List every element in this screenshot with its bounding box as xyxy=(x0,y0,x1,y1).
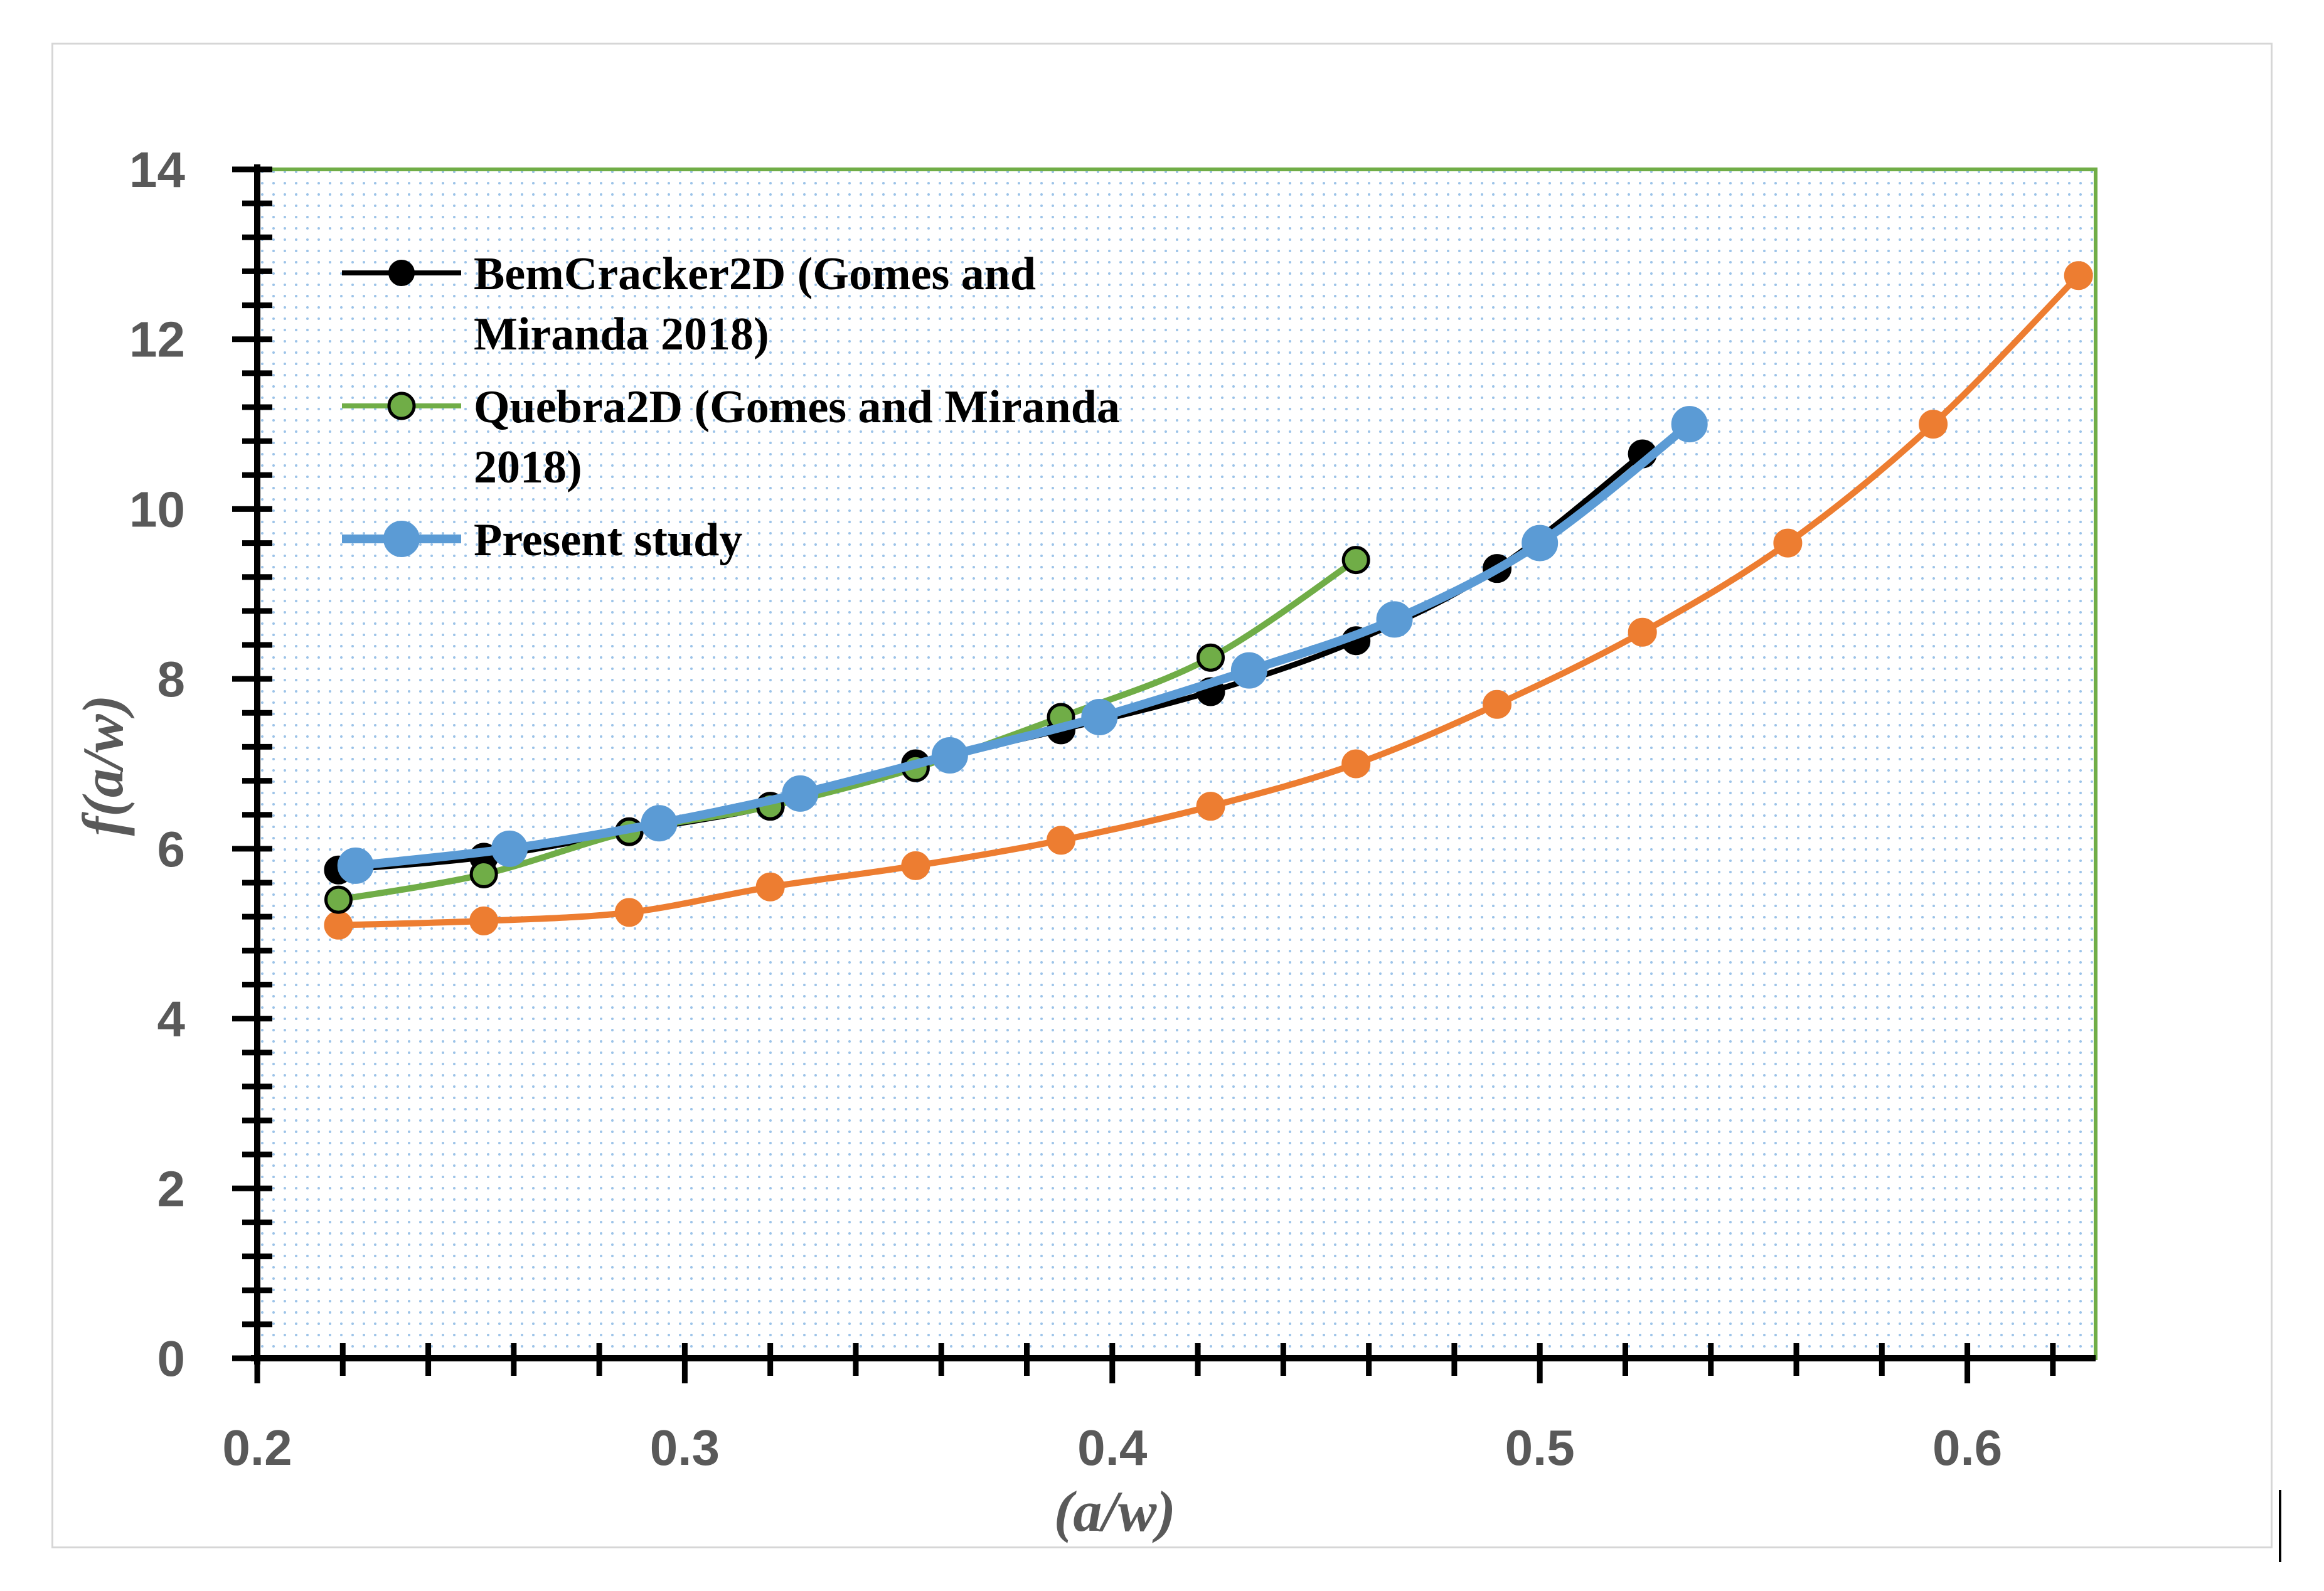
y-tick-label: 4 xyxy=(157,991,186,1047)
y-tick-label: 6 xyxy=(157,821,186,877)
orange-series-point xyxy=(1773,528,1803,558)
legend-entry-bemcracker2d: BemCracker2D (Gomes and Miranda 2018) xyxy=(342,248,1036,360)
orange-series-point xyxy=(1919,410,1948,439)
legend-label: BemCracker2D (Gomes and xyxy=(474,248,1036,300)
x-tick-label: 0.3 xyxy=(650,1420,720,1476)
orange-series-point xyxy=(1628,617,1657,647)
present-study-series-point xyxy=(641,805,678,842)
quebra2d-series-point xyxy=(324,885,353,914)
plot-area-dot-pattern xyxy=(257,169,2096,1358)
quebra2d-series-point xyxy=(1341,546,1370,575)
present-study-series-point xyxy=(1376,601,1413,638)
quebra2d-series-point xyxy=(1197,643,1225,672)
orange-series-point xyxy=(1196,792,1225,821)
x-tick-label: 0.5 xyxy=(1505,1420,1575,1476)
x-tick-label: 0.6 xyxy=(1932,1420,2002,1476)
quebra2d-series-point xyxy=(469,859,498,888)
orange-series-point xyxy=(2064,261,2093,290)
present-study-series-point xyxy=(1081,699,1118,736)
legend-label: 2018) xyxy=(474,442,582,493)
y-tick-label: 10 xyxy=(129,481,185,537)
x-tick-label: 0.2 xyxy=(222,1420,292,1476)
present-study-series-point xyxy=(1230,652,1267,689)
present-study-series-point xyxy=(1522,524,1559,561)
legend-swatch-marker xyxy=(387,391,416,420)
orange-series-point xyxy=(901,851,930,880)
x-axis-title: (a/w) xyxy=(1054,1479,1176,1543)
orange-series-point xyxy=(1047,826,1076,855)
orange-series-point xyxy=(324,910,353,940)
x-tick-label: 0.4 xyxy=(1077,1420,1148,1476)
legend-swatch-marker xyxy=(388,260,415,286)
present-study-series-line xyxy=(351,420,1694,870)
legend-label: Miranda 2018) xyxy=(474,309,769,360)
legend-label: Quebra2D (Gomes and Miranda xyxy=(474,381,1120,433)
present-study-series-point xyxy=(337,847,374,884)
y-tick-label: 12 xyxy=(129,312,185,368)
legend-label: Present study xyxy=(474,514,742,566)
orange-series-group xyxy=(324,261,2093,940)
present-study-series-group xyxy=(337,406,1708,884)
y-axis-title: f(a/w) xyxy=(71,695,135,836)
orange-series-point xyxy=(1483,689,1512,719)
orange-series-point xyxy=(469,906,499,935)
legend-entry-present-study: Present study xyxy=(342,514,742,566)
present-study-series-point xyxy=(782,775,819,812)
y-tick-label: 14 xyxy=(129,142,185,198)
present-study-series-point xyxy=(491,830,528,867)
y-tick-label: 8 xyxy=(157,651,186,707)
y-tick-label: 2 xyxy=(157,1161,186,1216)
legend-swatch-marker xyxy=(383,521,420,557)
present-study-series-point xyxy=(931,737,968,774)
legend-entry-quebra2d: Quebra2D (Gomes and Miranda 2018) xyxy=(342,381,1120,493)
orange-series-point xyxy=(614,898,644,927)
orange-series-point xyxy=(755,872,785,902)
y-tick-label: 0 xyxy=(157,1331,186,1386)
orange-series-point xyxy=(1341,749,1371,779)
present-study-series-point xyxy=(1671,406,1708,443)
